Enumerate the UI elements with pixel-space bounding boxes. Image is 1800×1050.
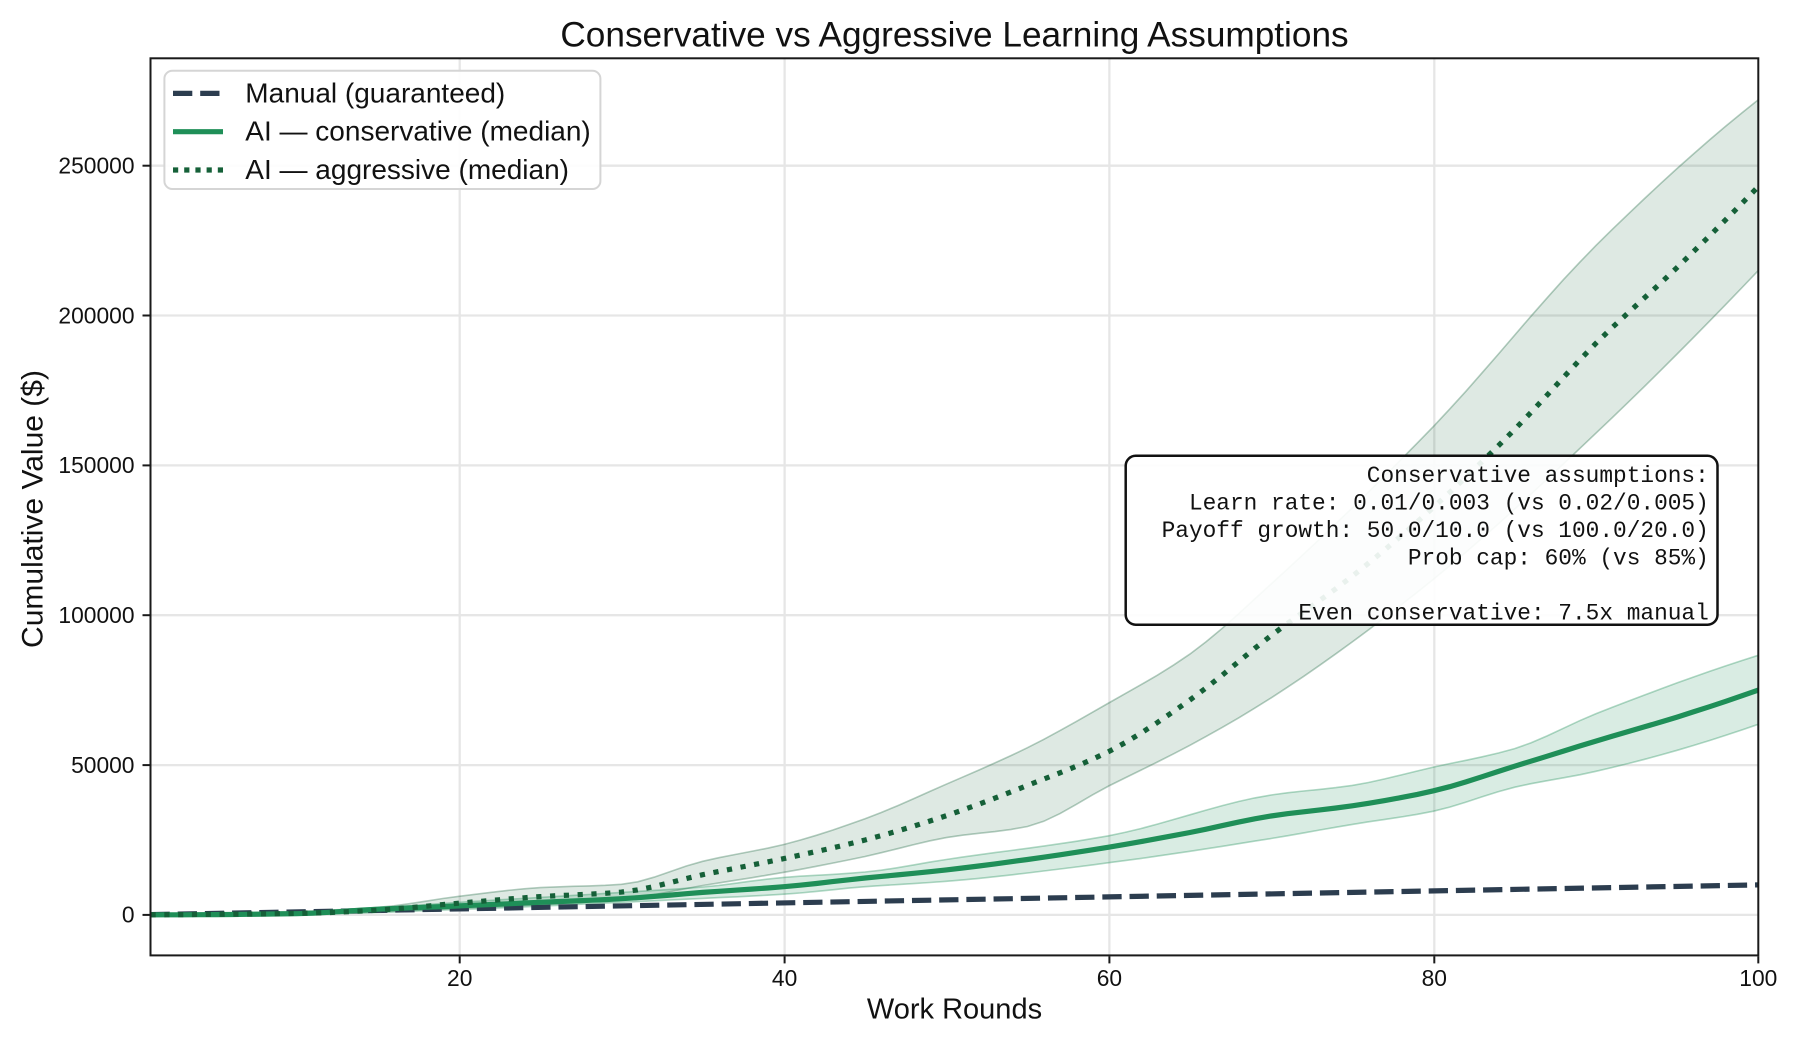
svg-text:80: 80 bbox=[1422, 965, 1447, 991]
svg-text:60: 60 bbox=[1097, 965, 1122, 991]
svg-text:150000: 150000 bbox=[58, 452, 134, 478]
svg-text:AI — conservative (median): AI — conservative (median) bbox=[245, 116, 590, 147]
svg-text:Conservative vs Aggressive Lea: Conservative vs Aggressive Learning Assu… bbox=[560, 15, 1348, 54]
svg-text:40: 40 bbox=[772, 965, 797, 991]
svg-text:0: 0 bbox=[122, 902, 135, 928]
svg-text:Learn rate: 0.01/0.003 (vs 0.0: Learn rate: 0.01/0.003 (vs 0.02/0.005) bbox=[1189, 491, 1709, 517]
svg-text:Conservative assumptions:: Conservative assumptions: bbox=[1367, 463, 1709, 489]
svg-text:Even conservative: 7.5x manual: Even conservative: 7.5x manual bbox=[1298, 601, 1708, 627]
svg-text:20: 20 bbox=[447, 965, 472, 991]
svg-text:100: 100 bbox=[1739, 965, 1777, 991]
svg-text:Prob cap: 60% (vs 85%): Prob cap: 60% (vs 85%) bbox=[1408, 546, 1709, 572]
svg-text:100000: 100000 bbox=[58, 602, 134, 628]
svg-text:Payoff growth: 50.0/10.0 (vs 1: Payoff growth: 50.0/10.0 (vs 100.0/20.0) bbox=[1162, 518, 1709, 544]
svg-text:200000: 200000 bbox=[58, 302, 134, 328]
svg-text:250000: 250000 bbox=[58, 153, 134, 179]
svg-text:Work Rounds: Work Rounds bbox=[867, 993, 1042, 1025]
svg-text:Manual (guaranteed): Manual (guaranteed) bbox=[245, 77, 505, 108]
svg-text:Cumulative Value ($): Cumulative Value ($) bbox=[17, 370, 50, 648]
svg-text:50000: 50000 bbox=[71, 752, 134, 778]
svg-text:AI — aggressive (median): AI — aggressive (median) bbox=[245, 154, 569, 185]
